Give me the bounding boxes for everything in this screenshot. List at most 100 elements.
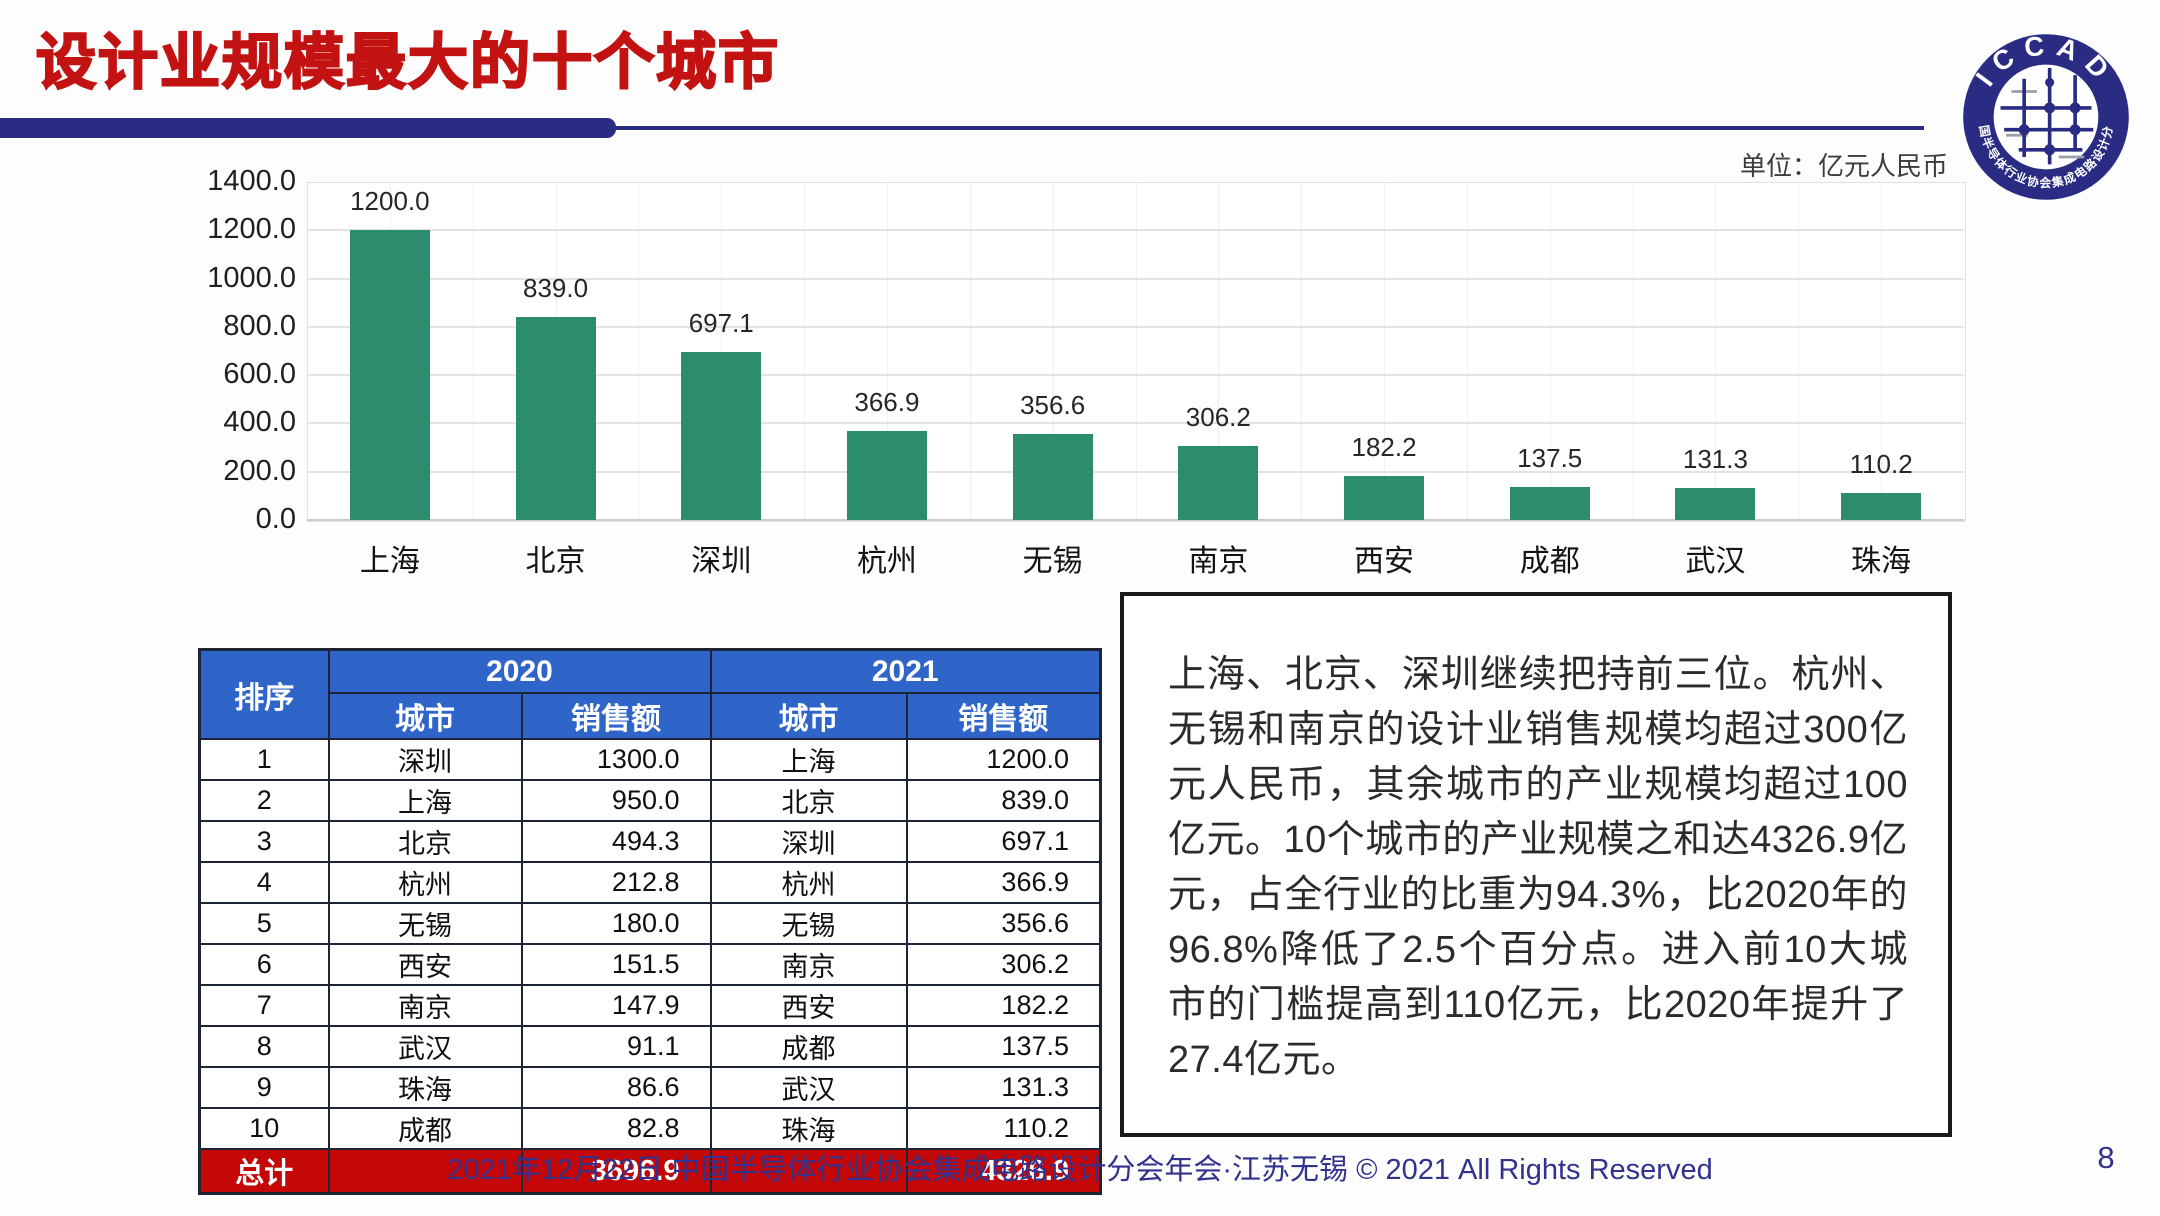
y-axis-tick-label: 200.0: [223, 454, 296, 487]
sales-2021-cell: 306.2: [905, 943, 1102, 986]
city-2021-cell: 成都: [709, 1025, 908, 1068]
year-2021-header-cell: 2021: [709, 648, 1102, 694]
city-2021-cell: 武汉: [709, 1066, 908, 1109]
sales-2020-cell: 151.5: [520, 943, 712, 986]
rank-cell: 1: [198, 738, 330, 781]
y-axis-tick-label: 400.0: [223, 406, 296, 439]
table-row: 2 上海 950.0 北京 839.0: [198, 779, 1102, 822]
total-2021-sales-cell: 4326.9: [905, 1148, 1102, 1195]
city-2021-cell: 无锡: [709, 902, 908, 945]
rank-cell: 4: [198, 861, 330, 904]
y-axis-tick-label: 1000.0: [207, 261, 296, 294]
sales-2020-cell: 180.0: [520, 902, 712, 945]
sales-2020-cell: 82.8: [520, 1107, 712, 1150]
x-axis-category-label: 深圳: [691, 545, 752, 578]
sales-2021-cell: 182.2: [905, 984, 1102, 1027]
analysis-note-text: 上海、北京、深圳继续把持前三位。杭州、无锡和南京的设计业销售规模均超过300亿元…: [1168, 654, 1908, 1081]
city-2020-cell: 深圳: [327, 738, 523, 781]
y-axis-tick-label: 0.0: [255, 503, 296, 535]
city-2020-cell: 西安: [327, 943, 523, 986]
table-row: 3 北京 494.3 深圳 697.1: [198, 820, 1102, 863]
total-2021-city-cell: [709, 1148, 908, 1195]
sales-2020-header-cell: 销售额: [520, 692, 712, 740]
table-row: 8 武汉 91.1 成都 137.5: [198, 1025, 1102, 1068]
iccad-logo-icon: ICCAD 中国半导体行业协会集成电路设计分会: [1963, 29, 2129, 200]
rank-cell: 6: [198, 943, 330, 986]
city-2021-cell: 杭州: [709, 861, 908, 904]
city-2020-header-cell: 城市: [327, 692, 523, 740]
sales-2020-cell: 147.9: [520, 984, 712, 1027]
rank-cell: 5: [198, 902, 330, 945]
rank-cell: 10: [198, 1107, 330, 1150]
table-row: 1 深圳 1300.0 上海 1200.0: [198, 738, 1102, 781]
sales-2021-cell: 839.0: [905, 779, 1102, 822]
rank-header-cell: 排序: [198, 648, 330, 740]
city-2021-cell: 上海: [709, 738, 908, 781]
sales-2021-cell: 110.2: [905, 1107, 1102, 1150]
rank-cell: 2: [198, 779, 330, 822]
city-2020-cell: 上海: [327, 779, 523, 822]
table-row: 10 成都 82.8 珠海 110.2: [198, 1107, 1102, 1150]
rank-cell: 8: [198, 1025, 330, 1068]
table-row: 4 杭州 212.8 杭州 366.9: [198, 861, 1102, 904]
sales-2020-cell: 950.0: [520, 779, 712, 822]
city-2021-cell: 南京: [709, 943, 908, 986]
y-axis-tick-label: 800.0: [223, 309, 296, 342]
city-2021-cell: 北京: [709, 779, 908, 822]
x-axis-category-label: 上海: [359, 545, 420, 578]
page-title: 设计业规模最大的十个城市: [35, 28, 780, 97]
analysis-note-box: 上海、北京、深圳继续把持前三位。杭州、无锡和南京的设计业销售规模均超过300亿元…: [1120, 592, 1952, 1137]
sales-2020-cell: 1300.0: [520, 738, 712, 781]
city-2020-cell: 珠海: [327, 1066, 523, 1109]
sales-2021-header-cell: 销售额: [905, 692, 1102, 740]
city-2021-cell: 珠海: [709, 1107, 908, 1150]
rank-cell: 7: [198, 984, 330, 1027]
sales-2020-cell: 212.8: [520, 861, 712, 904]
x-axis-category-label: 西安: [1354, 545, 1415, 578]
city-2021-header-cell: 城市: [709, 692, 908, 740]
city-2020-cell: 无锡: [327, 902, 523, 945]
y-axis-tick-label: 1200.0: [207, 213, 296, 246]
table-row: 9 珠海 86.6 武汉 131.3: [198, 1066, 1102, 1109]
unit-label: 单位：亿元人民币: [1739, 151, 1948, 181]
city-2020-cell: 武汉: [327, 1025, 523, 1068]
sales-2021-cell: 697.1: [905, 820, 1102, 863]
y-axis-tick-label: 600.0: [223, 358, 296, 391]
city-2020-cell: 北京: [327, 820, 523, 863]
rank-cell: 3: [198, 820, 330, 863]
x-axis-category-label: 武汉: [1685, 545, 1746, 578]
x-axis-category-label: 南京: [1188, 545, 1249, 578]
x-axis-category-label: 成都: [1519, 545, 1580, 578]
city-2020-cell: 南京: [327, 984, 523, 1027]
title-divider-line: [612, 126, 1924, 130]
x-axis-category-label: 珠海: [1851, 545, 1912, 578]
sales-2020-cell: 91.1: [520, 1025, 712, 1068]
logo-inner-circle: [1990, 61, 2102, 173]
sales-2021-cell: 1200.0: [905, 738, 1102, 781]
sales-2021-cell: 137.5: [905, 1025, 1102, 1068]
rank-cell: 9: [198, 1066, 330, 1109]
total-2020-sales-cell: 3696.9: [520, 1148, 712, 1195]
city-2021-cell: 深圳: [709, 820, 908, 863]
table-row: 5 无锡 180.0 无锡 356.6: [198, 902, 1102, 945]
sales-2021-cell: 131.3: [905, 1066, 1102, 1109]
logo-circuit-grid-icon: [2000, 67, 2094, 165]
ranking-table: 排序 2020 2021 城市 销售额 城市 销售额 1 深圳 1300.0 上海 12…: [198, 648, 1102, 1195]
page-number: 8: [2097, 1140, 2115, 1175]
year-2020-header-cell: 2020: [327, 648, 712, 694]
total-label-cell: 总计: [198, 1148, 330, 1195]
sales-2021-cell: 356.6: [905, 902, 1102, 945]
sales-2020-cell: 494.3: [520, 820, 712, 863]
x-axis-category-label: 北京: [525, 545, 586, 578]
chart-plot-area: [307, 182, 1966, 522]
total-row: 总计 3696.9 4326.9: [198, 1148, 1102, 1195]
table-row: 7 南京 147.9 西安 182.2: [198, 984, 1102, 1027]
x-axis-category-label: 无锡: [1022, 545, 1083, 578]
sales-2021-cell: 366.9: [905, 861, 1102, 904]
y-axis-tick-label: 1400.0: [207, 165, 296, 197]
footer-text: 2021年12月22日 中国半导体行业协会集成电路设计分会年会·江苏无锡 © 2…: [447, 1154, 1713, 1186]
table-row: 6 西安 151.5 南京 306.2: [198, 943, 1102, 986]
city-2020-cell: 成都: [327, 1107, 523, 1150]
title-divider-bar: [0, 118, 616, 138]
